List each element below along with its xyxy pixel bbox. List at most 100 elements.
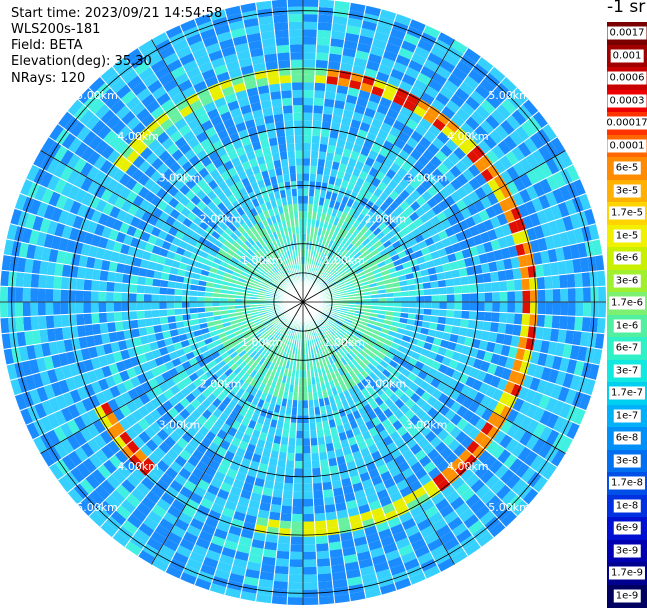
range-gate-cell — [99, 312, 107, 323]
range-gate-cell — [500, 291, 508, 302]
range-gate-cell — [278, 60, 291, 69]
range-gate-cell — [283, 483, 293, 491]
range-gate-cell — [274, 573, 289, 582]
range-gate-cell — [30, 288, 38, 302]
range-gate-cell — [303, 128, 312, 136]
range-gate-cell — [273, 114, 284, 123]
range-gate-cell — [483, 272, 492, 283]
range-gate-cell — [144, 310, 152, 319]
range-gate-cell — [446, 310, 454, 318]
range-gate-cell — [268, 519, 281, 528]
range-gate-cell — [303, 559, 317, 567]
range-gate-cell — [292, 82, 304, 90]
range-gate-cell — [271, 596, 287, 605]
range-gate-cell — [303, 423, 310, 431]
range-label: 4.00km — [447, 460, 489, 473]
range-gate-cell — [574, 273, 583, 288]
range-gate-cell — [303, 597, 319, 605]
range-gate-cell — [303, 90, 314, 98]
range-gate-cell — [276, 551, 290, 560]
range-gate-cell — [271, 0, 287, 8]
range-gate-cell — [270, 504, 282, 513]
range-gate-cell — [454, 285, 462, 294]
range-gate-cell — [303, 431, 310, 439]
range-gate-cell — [522, 290, 530, 302]
colorbar-segment: 0.0001 — [607, 135, 647, 158]
range-gate-cell — [316, 45, 330, 54]
range-gate-cell — [303, 506, 314, 514]
range-gate-cell — [61, 277, 70, 290]
range-gate-cell — [303, 29, 317, 37]
range-gate-cell — [409, 296, 417, 302]
range-gate-cell — [491, 312, 499, 323]
range-gate-cell — [326, 76, 339, 85]
range-gate-cell — [76, 302, 84, 314]
range-gate-cell — [182, 296, 190, 302]
range-gate-cell — [292, 506, 303, 514]
range-gate-cell — [296, 166, 303, 174]
range-gate-cell — [313, 483, 323, 491]
range-gate-cell — [317, 573, 332, 582]
range-gate-cell — [286, 136, 295, 144]
range-gate-cell — [76, 278, 84, 290]
range-gate-cell — [514, 279, 523, 291]
range-gate-cell — [303, 22, 318, 30]
range-gate-cell — [91, 280, 99, 292]
range-gate-cell — [272, 106, 283, 115]
range-gate-cell — [303, 113, 313, 121]
range-gate-cell — [282, 498, 293, 506]
range-gate-cell — [582, 272, 591, 287]
range-gate-cell — [295, 150, 303, 158]
range-gate-cell — [324, 497, 335, 506]
range-gate-cell — [295, 453, 303, 461]
range-gate-cell — [498, 323, 507, 334]
range-gate-cell — [0, 302, 8, 318]
range-gate-cell — [277, 543, 290, 552]
range-gate-cell — [114, 292, 122, 302]
range-label: 2.00km — [365, 377, 407, 390]
range-gate-cell — [287, 597, 303, 605]
range-gate-cell — [491, 281, 499, 292]
range-gate-cell — [315, 521, 327, 529]
range-gate-cell — [318, 581, 333, 590]
range-gate-cell — [417, 302, 425, 308]
range-gate-cell — [23, 316, 32, 331]
range-gate-cell — [293, 113, 303, 121]
range-gate-cell — [292, 499, 303, 507]
range-gate-cell — [30, 302, 38, 316]
range-gate-cell — [275, 37, 289, 46]
range-gate-cell — [499, 281, 507, 292]
range-gate-cell — [294, 461, 303, 469]
range-gate-cell — [167, 302, 175, 309]
range-label: 5.00km — [76, 89, 118, 102]
range-gate-cell — [0, 270, 9, 286]
range-gate-cell — [296, 173, 303, 181]
range-gate-cell — [151, 294, 159, 302]
range-gate-cell — [282, 98, 293, 106]
colorbar-segment: 0.00017 — [607, 112, 647, 135]
range-gate-cell — [303, 105, 313, 113]
range-gate-cell — [507, 302, 515, 313]
range-gate-cell — [303, 582, 318, 590]
range-gate-cell — [53, 302, 61, 315]
range-gate-cell — [324, 504, 336, 513]
range-gate-cell — [311, 136, 320, 144]
range-label: 2.00km — [365, 213, 407, 226]
range-gate-cell — [114, 282, 122, 292]
range-gate-cell — [174, 295, 182, 302]
range-gate-cell — [144, 302, 152, 310]
range-gate-cell — [274, 22, 289, 31]
range-gate-cell — [314, 513, 326, 522]
range-gate-cell — [279, 75, 291, 83]
range-label: 1.00km — [323, 336, 365, 349]
range-gate-cell — [288, 14, 303, 22]
range-gate-cell — [317, 22, 332, 31]
range-gate-cell — [424, 295, 432, 302]
range-gate-cell — [545, 302, 553, 315]
range-gate-cell — [129, 293, 137, 302]
nrays-text: NRays: 120 — [11, 71, 85, 87]
range-gate-cell — [269, 84, 281, 93]
range-gate-cell — [287, 0, 303, 7]
range-gate-cell — [69, 314, 78, 327]
